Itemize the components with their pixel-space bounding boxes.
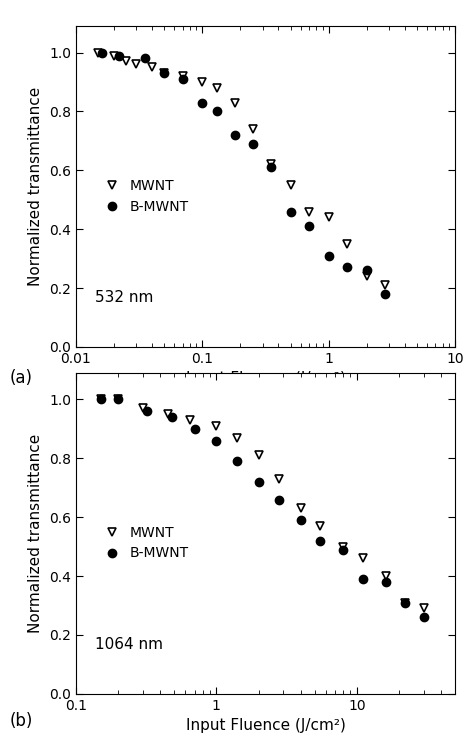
B-MWNT [421,612,427,621]
Line: MWNT: MWNT [94,48,389,289]
B-MWNT [256,477,262,486]
MWNT [326,213,331,222]
B-MWNT [142,54,147,63]
Line: B-MWNT: B-MWNT [96,395,428,621]
Text: 532 nm: 532 nm [95,290,153,305]
MWNT [360,554,365,563]
MWNT [306,207,312,216]
MWNT [364,272,370,280]
B-MWNT [169,413,174,421]
B-MWNT [340,545,346,554]
MWNT [344,239,350,248]
B-MWNT [318,536,323,545]
B-MWNT [116,51,122,60]
MWNT [256,451,262,460]
MWNT [318,521,323,530]
Legend: MWNT, B-MWNT: MWNT, B-MWNT [102,178,189,213]
B-MWNT [144,407,150,416]
B-MWNT [250,140,255,148]
B-MWNT [306,222,312,231]
MWNT [276,474,282,483]
B-MWNT [115,395,121,404]
Legend: MWNT, B-MWNT: MWNT, B-MWNT [102,525,189,560]
MWNT [383,571,388,580]
MWNT [98,395,103,404]
MWNT [133,60,139,69]
MWNT [383,280,388,289]
B-MWNT [98,395,103,404]
Text: 1064 nm: 1064 nm [95,637,163,652]
Line: B-MWNT: B-MWNT [98,48,389,298]
MWNT [95,48,101,57]
B-MWNT [276,495,282,504]
X-axis label: Input Fluence (J/cm²): Input Fluence (J/cm²) [185,718,346,733]
MWNT [402,598,408,607]
B-MWNT [268,163,274,172]
MWNT [268,160,274,169]
B-MWNT [383,577,388,586]
MWNT [213,421,219,430]
MWNT [165,410,171,419]
MWNT [214,84,219,93]
MWNT [298,504,304,513]
MWNT [111,51,117,60]
MWNT [149,63,155,72]
X-axis label: Input Fluence (J/cm²): Input Fluence (J/cm²) [185,372,346,386]
MWNT [250,125,255,134]
MWNT [161,69,167,78]
MWNT [115,395,121,404]
Y-axis label: Normalized transmittance: Normalized transmittance [28,87,44,286]
B-MWNT [344,263,350,272]
B-MWNT [180,75,185,84]
MWNT [180,72,185,81]
B-MWNT [200,98,205,107]
B-MWNT [99,48,104,57]
MWNT [421,604,427,613]
B-MWNT [360,574,365,583]
MWNT [140,404,146,413]
B-MWNT [288,207,293,216]
MWNT [288,181,293,189]
MWNT [234,433,240,442]
Y-axis label: Normalized transmittance: Normalized transmittance [28,433,44,633]
B-MWNT [214,107,219,116]
B-MWNT [234,457,240,466]
B-MWNT [232,131,237,140]
MWNT [232,98,237,107]
B-MWNT [161,69,167,78]
Text: (a): (a) [9,369,33,387]
Line: MWNT: MWNT [96,395,428,612]
MWNT [200,78,205,87]
B-MWNT [191,424,197,433]
B-MWNT [298,515,304,524]
MWNT [340,542,346,551]
B-MWNT [213,436,219,445]
B-MWNT [383,289,388,298]
B-MWNT [364,266,370,275]
B-MWNT [326,251,331,260]
MWNT [187,416,193,424]
B-MWNT [402,598,408,607]
Text: (b): (b) [9,712,33,730]
MWNT [123,57,129,66]
